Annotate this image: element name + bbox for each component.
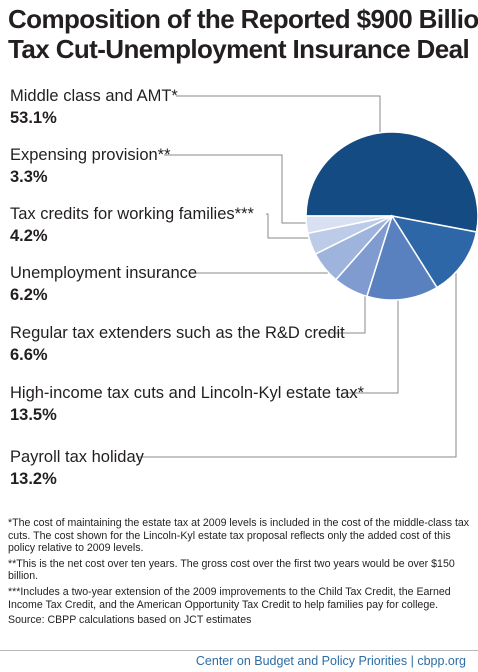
leader-lines	[138, 95, 457, 458]
footer-divider	[0, 650, 478, 651]
slice-label: Payroll tax holiday	[10, 448, 145, 466]
chart-title-line1: Composition of the Reported $900 Billion	[8, 4, 478, 34]
pie-slice	[390, 214, 478, 289]
slice-label: Middle class and AMT*	[10, 87, 178, 105]
pie-slice	[365, 214, 439, 301]
slice-value-label: 13.5%	[10, 406, 57, 424]
slice-label: High-income tax cuts and Lincoln-Kyl est…	[10, 384, 365, 402]
slice-value-label: 6.2%	[10, 286, 48, 304]
leader-line	[164, 154, 321, 224]
footnote-estate-tax: *The cost of maintaining the estate tax …	[8, 517, 470, 555]
chart-title-line2: Tax Cut-Unemployment Insurance Deal	[8, 34, 470, 64]
pie-slice	[305, 131, 478, 233]
footer-separator: |	[410, 654, 414, 668]
footer: Center on Budget and Policy Priorities |…	[196, 654, 466, 668]
leader-line	[318, 286, 366, 334]
leader-line	[266, 213, 325, 239]
slice-label: Expensing provision**	[10, 146, 171, 164]
chart-title: Composition of the Reported $900 Billion…	[8, 4, 478, 64]
pie-slice	[305, 215, 393, 235]
slice-value-label: 6.6%	[10, 346, 48, 364]
slice-label: Unemployment insurance	[10, 264, 197, 282]
slice-value-label: 4.2%	[10, 227, 48, 245]
footer-site[interactable]: cbpp.org	[417, 654, 466, 668]
source-note: Source: CBPP calculations based on JCT e…	[8, 614, 252, 627]
footnote-expensing: **This is the net cost over ten years. T…	[8, 557, 455, 583]
slice-label: Tax credits for working families***	[10, 205, 254, 223]
slice-value-label: 53.1%	[10, 109, 57, 127]
pie-slices	[305, 131, 478, 301]
slice-labels: Middle class and AMT* 53.1% Expensing prov…	[10, 87, 365, 488]
footnotes: *The cost of maintaining the estate tax …	[8, 517, 470, 630]
pie-chart: Middle class and AMT* 53.1% Expensing prov…	[10, 87, 478, 488]
footer-org[interactable]: Center on Budget and Policy Priorities	[195, 654, 408, 668]
slice-label: Regular tax extenders such as the R&D cr…	[10, 324, 345, 342]
slice-value-label: 3.3%	[10, 168, 48, 186]
leader-line	[138, 268, 457, 458]
leader-line	[176, 95, 381, 132]
leader-line	[346, 290, 399, 394]
slice-value-label: 13.2%	[10, 470, 57, 488]
footnote-tax-credits: ***Includes a two-year extension of the …	[8, 585, 451, 611]
